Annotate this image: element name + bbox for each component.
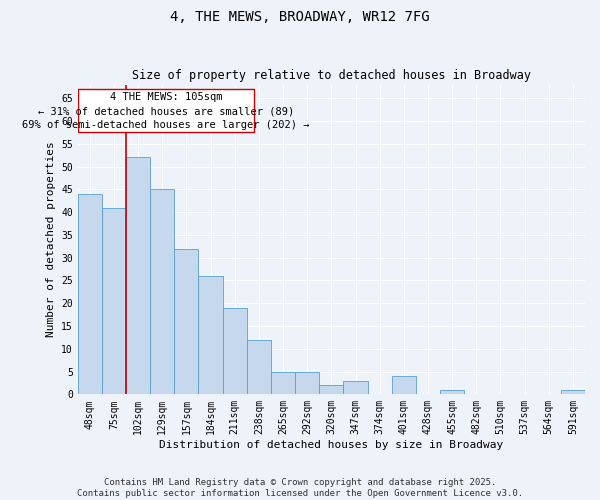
Text: 4 THE MEWS: 105sqm: 4 THE MEWS: 105sqm <box>110 92 223 102</box>
Text: 69% of semi-detached houses are larger (202) →: 69% of semi-detached houses are larger (… <box>22 120 310 130</box>
Bar <box>271 372 295 394</box>
Bar <box>561 390 585 394</box>
Bar <box>319 385 343 394</box>
Bar <box>295 372 319 394</box>
Bar <box>102 208 126 394</box>
X-axis label: Distribution of detached houses by size in Broadway: Distribution of detached houses by size … <box>159 440 503 450</box>
Bar <box>78 194 102 394</box>
Bar <box>175 248 199 394</box>
Text: 4, THE MEWS, BROADWAY, WR12 7FG: 4, THE MEWS, BROADWAY, WR12 7FG <box>170 10 430 24</box>
Bar <box>150 190 175 394</box>
Bar <box>126 158 150 394</box>
Bar <box>392 376 416 394</box>
Bar <box>247 340 271 394</box>
Bar <box>343 380 368 394</box>
Bar <box>199 276 223 394</box>
Text: Contains HM Land Registry data © Crown copyright and database right 2025.
Contai: Contains HM Land Registry data © Crown c… <box>77 478 523 498</box>
Title: Size of property relative to detached houses in Broadway: Size of property relative to detached ho… <box>132 69 531 82</box>
FancyBboxPatch shape <box>78 89 254 132</box>
Bar <box>440 390 464 394</box>
Bar <box>223 308 247 394</box>
Y-axis label: Number of detached properties: Number of detached properties <box>46 142 56 338</box>
Text: ← 31% of detached houses are smaller (89): ← 31% of detached houses are smaller (89… <box>38 107 294 117</box>
